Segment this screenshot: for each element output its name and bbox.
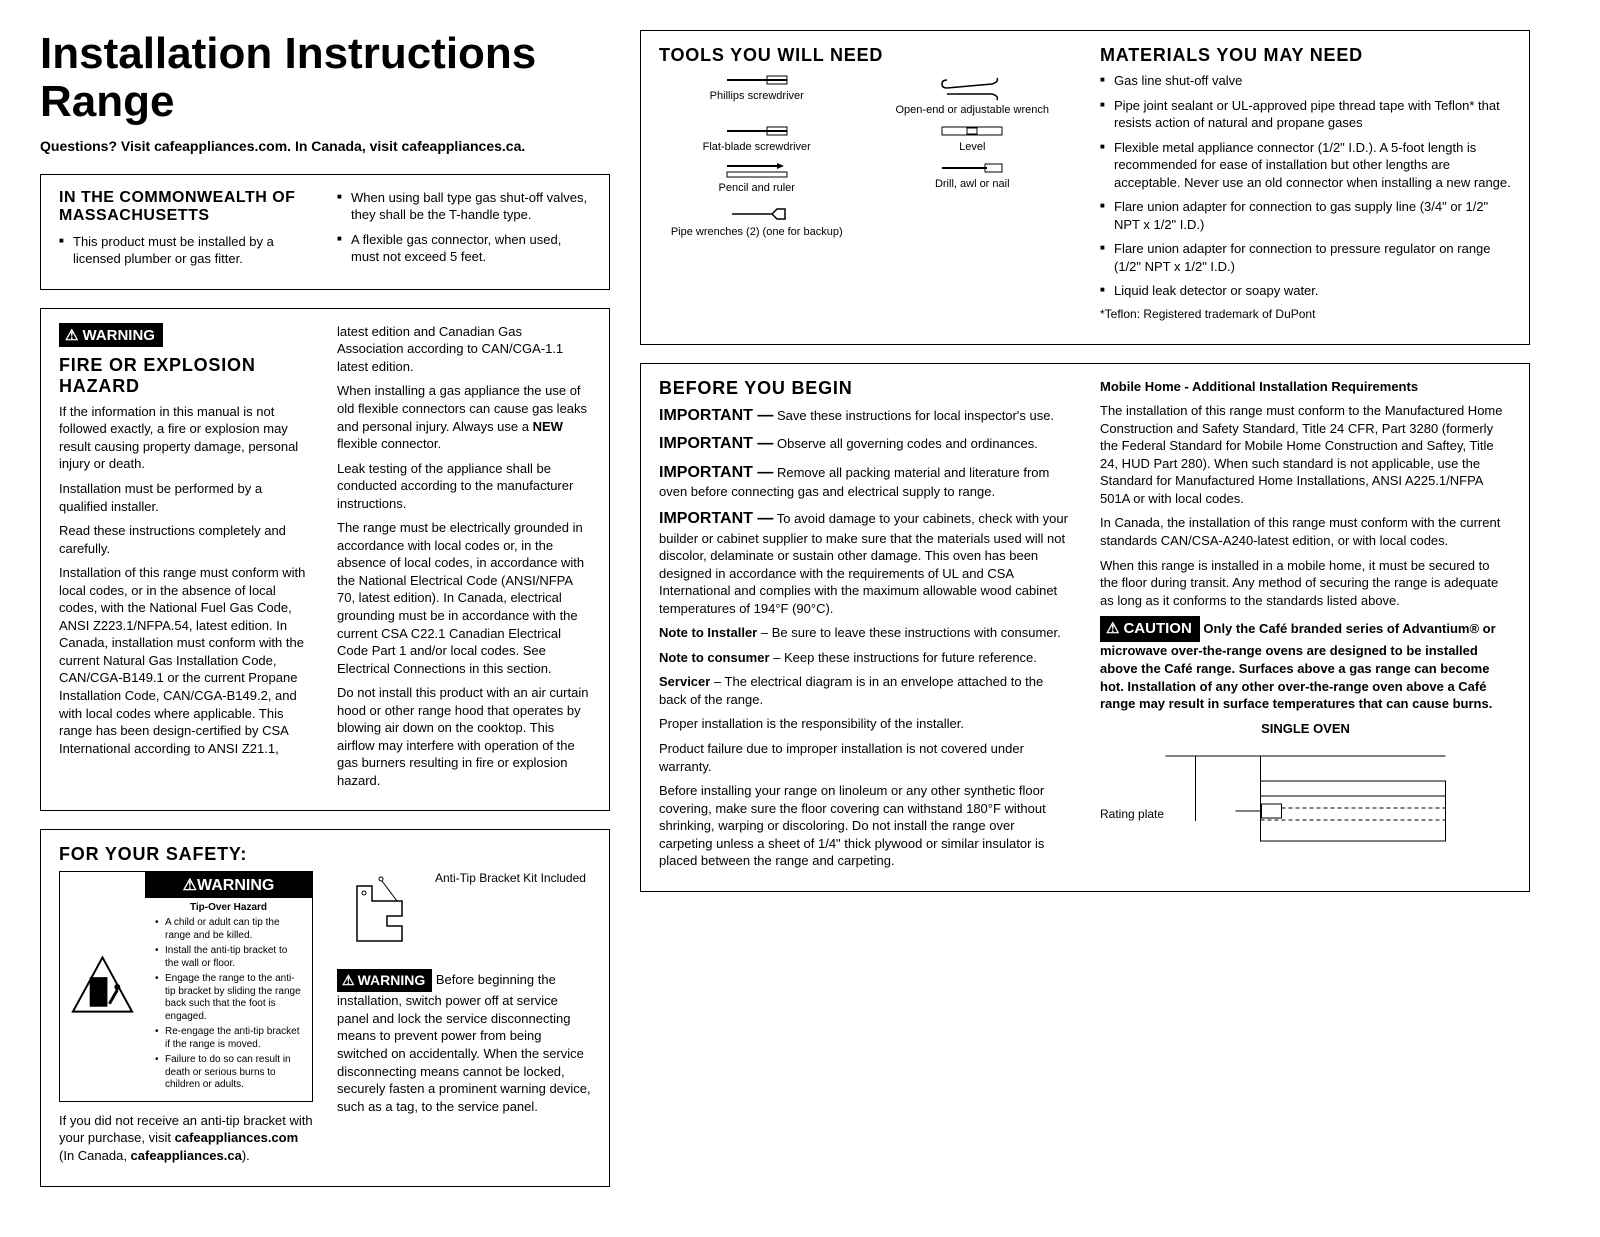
single-oven-label: SINGLE OVEN [1100, 721, 1511, 736]
warning-p2: Installation must be performed by a qual… [59, 480, 313, 515]
warning-p4: Installation of this range must conform … [59, 564, 313, 757]
materials-heading: MATERIALS YOU MAY NEED [1100, 45, 1511, 66]
important-4: IMPORTANT — To avoid damage to your cabi… [659, 508, 1070, 617]
subtitle: Questions? Visit cafeappliances.com. In … [40, 137, 610, 156]
page-title: Installation InstructionsRange [40, 30, 610, 127]
warning-p8: The range must be electrically grounded … [337, 519, 591, 677]
warning-p5: latest edition and Canadian Gas Associat… [337, 323, 591, 376]
safety-box: FOR YOUR SAFETY: ⚠WARNING Tip-Over H [40, 829, 610, 1186]
tipover-box: ⚠WARNING Tip-Over Hazard A child or adul… [59, 871, 313, 1102]
important-1: IMPORTANT — Save these instructions for … [659, 405, 1070, 427]
tipover-icon [60, 872, 145, 1101]
material-2: Pipe joint sealant or UL-approved pipe t… [1100, 97, 1511, 132]
tipover-title: Tip-Over Hazard [155, 902, 302, 913]
tool-phillips: Phillips screwdriver [659, 72, 855, 117]
material-4: Flare union adapter for connection to ga… [1100, 198, 1511, 233]
mobile-heading: Mobile Home - Additional Installation Re… [1100, 378, 1511, 396]
before-p2: Product failure due to improper installa… [659, 740, 1070, 775]
mass-item-1: This product must be installed by a lice… [59, 233, 313, 268]
right-column: TOOLS YOU WILL NEED Phillips screwdriver… [640, 30, 1530, 1205]
tipover-b4: Re-engage the anti-tip bracket if the ra… [155, 1026, 302, 1051]
mass-item-2: When using ball type gas shut-off valves… [337, 189, 591, 224]
left-column: Installation InstructionsRange Questions… [40, 30, 610, 1205]
tool-drill: Drill, awl or nail [875, 160, 1071, 195]
tool-pipe-wrench: Pipe wrenches (2) (one for backup) [659, 202, 855, 239]
bracket-label: Anti-Tip Bracket Kit Included [435, 871, 586, 887]
mobile-p2: In Canada, the installation of this rang… [1100, 514, 1511, 549]
tools-materials-box: TOOLS YOU WILL NEED Phillips screwdriver… [640, 30, 1530, 345]
caution-paragraph: CAUTION Only the Café branded series of … [1100, 616, 1511, 712]
before-heading: BEFORE YOU BEGIN [659, 378, 1070, 399]
tool-wrench: Open-end or adjustable wrench [875, 72, 1071, 117]
anti-tip-note: If you did not receive an anti-tip brack… [59, 1112, 313, 1165]
before-p1: Proper installation is the responsibilit… [659, 715, 1070, 733]
mobile-p1: The installation of this range must conf… [1100, 402, 1511, 507]
warning-p7: Leak testing of the appliance shall be c… [337, 460, 591, 513]
massachusetts-heading: IN THE COMMONWEALTH OF MASSACHUSETTS [59, 189, 313, 225]
note-consumer: Note to consumer – Keep these instructio… [659, 649, 1070, 667]
tipover-warning-header: ⚠WARNING [145, 872, 312, 898]
bracket-icon [337, 871, 427, 961]
warning-p1: If the information in this manual is not… [59, 403, 313, 473]
warning-inline-badge: WARNING [337, 969, 432, 992]
teflon-footnote: *Teflon: Registered trademark of DuPont [1100, 307, 1511, 323]
material-5: Flare union adapter for connection to pr… [1100, 240, 1511, 275]
massachusetts-box: IN THE COMMONWEALTH OF MASSACHUSETTS Thi… [40, 174, 610, 290]
caution-badge: CAUTION [1100, 616, 1200, 642]
material-1: Gas line shut-off valve [1100, 72, 1511, 90]
mass-item-3: A flexible gas connector, when used, mus… [337, 231, 591, 266]
material-6: Liquid leak detector or soapy water. [1100, 282, 1511, 300]
warning-p3: Read these instructions completely and c… [59, 522, 313, 557]
tipover-b2: Install the anti-tip bracket to the wall… [155, 945, 302, 970]
note-installer: Note to Installer – Be sure to leave the… [659, 624, 1070, 642]
warning-badge: WARNING [59, 323, 163, 347]
warning-p6: When installing a gas appliance the use … [337, 382, 591, 452]
safety-warning-2: WARNING Before beginning the installatio… [337, 969, 591, 1115]
tool-level: Level [875, 123, 1071, 154]
material-3: Flexible metal appliance connector (1/2"… [1100, 139, 1511, 192]
main-layout: Installation InstructionsRange Questions… [40, 30, 1560, 1205]
important-3: IMPORTANT — Remove all packing material … [659, 462, 1070, 501]
warning-heading: FIRE OR EXPLOSION HAZARD [59, 355, 313, 397]
important-2: IMPORTANT — Observe all governing codes … [659, 433, 1070, 455]
before-begin-box: BEFORE YOU BEGIN IMPORTANT — Save these … [640, 363, 1530, 892]
tool-pencil: Pencil and ruler [659, 160, 855, 195]
warning-box: WARNING FIRE OR EXPLOSION HAZARD If the … [40, 308, 610, 812]
tipover-b5: Failure to do so can result in death or … [155, 1054, 302, 1092]
warning-p9: Do not install this product with an air … [337, 684, 591, 789]
tool-flatblade: Flat-blade screwdriver [659, 123, 855, 154]
tipover-b1: A child or adult can tip the range and b… [155, 917, 302, 942]
servicer-note: Servicer – The electrical diagram is in … [659, 673, 1070, 708]
oven-illustration: Rating plate [1100, 736, 1511, 846]
tipover-text: ⚠WARNING Tip-Over Hazard A child or adul… [145, 872, 312, 1101]
tipover-b3: Engage the range to the anti-tip bracket… [155, 973, 302, 1023]
tools-grid: Phillips screwdriver Open-end or adjusta… [659, 72, 1070, 239]
rating-plate-label: Rating plate [1100, 807, 1164, 821]
tools-heading: TOOLS YOU WILL NEED [659, 45, 1070, 66]
before-p3: Before installing your range on linoleum… [659, 782, 1070, 870]
mobile-p3: When this range is installed in a mobile… [1100, 557, 1511, 610]
safety-heading: FOR YOUR SAFETY: [59, 844, 591, 865]
